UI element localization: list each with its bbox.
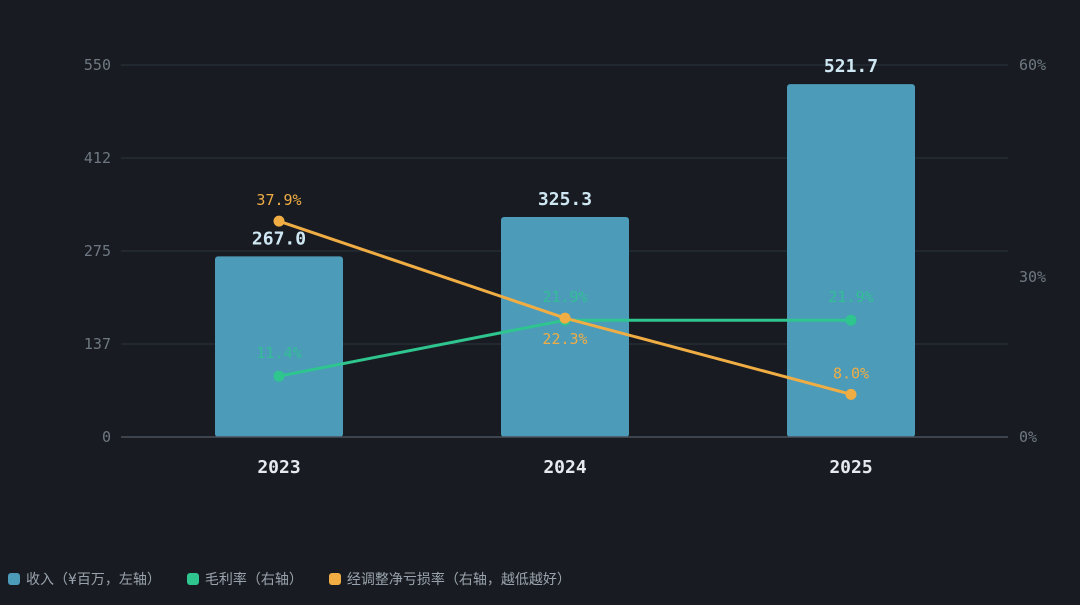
combo-chart: 0 137 275 412 550 0% 30% 60% 267.0 325.3 521.7 2023… — [84, 56, 1046, 478]
legend-swatch-revenue — [8, 573, 20, 585]
net-loss-rate-label: 37.9% — [256, 191, 301, 209]
left-axis-tick-label: 412 — [84, 149, 111, 167]
gross-margin-label: 21.9% — [828, 288, 873, 306]
x-axis-tick-label: 2025 — [829, 457, 872, 478]
legend-label-gross-margin: 毛利率（右轴） — [204, 572, 303, 588]
legend-swatch-gross-margin — [186, 573, 199, 585]
legend-swatch-net-loss-rate — [328, 573, 341, 585]
legend-item-revenue[interactable]: 收入（¥百万，左轴） — [8, 569, 161, 589]
net-loss-rate-point — [273, 215, 285, 227]
right-axis-tick-label: 60% — [1019, 56, 1046, 74]
net-loss-rate-label: 8.0% — [833, 364, 869, 382]
gross-margin-label: 21.9% — [542, 288, 587, 306]
gross-margin-point — [273, 370, 285, 382]
net-loss-rate-label: 22.3% — [542, 330, 587, 348]
left-axis-tick-label: 275 — [84, 242, 111, 260]
revenue-bar — [215, 256, 343, 437]
gross-margin-label: 11.4% — [256, 344, 301, 362]
legend-item-gross-margin[interactable]: 毛利率（右轴） — [186, 569, 303, 589]
right-axis-tick-label: 30% — [1019, 268, 1046, 286]
net-loss-rate-point — [845, 388, 857, 400]
revenue-bar — [787, 84, 915, 438]
net-loss-rate-point — [559, 312, 571, 324]
left-axis-tick-label: 0 — [102, 428, 111, 446]
revenue-bar-label: 521.7 — [824, 56, 878, 77]
x-axis-tick-label: 2024 — [543, 457, 587, 478]
right-axis-tick-label: 0% — [1019, 428, 1037, 446]
revenue-bar-label: 325.3 — [538, 189, 592, 210]
legend-label-revenue: 收入（¥百万，左轴） — [26, 572, 161, 588]
left-axis-tick-label: 550 — [84, 56, 111, 74]
chart-legend: 收入（¥百万，左轴） 毛利率（右轴） 经调整净亏损率（右轴，越低越好） — [8, 569, 571, 589]
legend-label-net-loss-rate: 经调整净亏损率（右轴，越低越好） — [346, 572, 571, 588]
legend-item-net-loss-rate[interactable]: 经调整净亏损率（右轴，越低越好） — [328, 569, 571, 589]
x-axis-tick-label: 2023 — [257, 457, 300, 478]
gross-margin-point — [845, 314, 857, 326]
revenue-bar-label: 267.0 — [252, 228, 306, 249]
revenue-bar — [501, 216, 629, 437]
left-axis-tick-label: 137 — [84, 335, 111, 353]
